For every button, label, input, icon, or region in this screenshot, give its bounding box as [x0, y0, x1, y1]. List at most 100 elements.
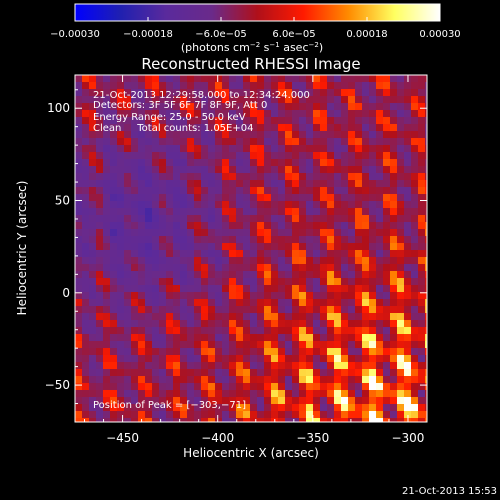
heatmap-pixel	[89, 96, 97, 104]
heatmap-pixel	[124, 138, 132, 146]
heatmap-pixel	[271, 348, 279, 356]
heatmap-pixel	[222, 208, 230, 216]
heatmap-pixel	[208, 257, 216, 265]
heatmap-pixel	[180, 397, 188, 405]
heatmap-pixel	[341, 243, 349, 251]
heatmap-pixel	[145, 166, 153, 174]
heatmap-pixel	[404, 236, 412, 244]
heatmap-pixel	[348, 110, 356, 118]
heatmap-pixel	[187, 390, 195, 398]
heatmap-pixel	[152, 96, 160, 104]
heatmap-pixel	[285, 362, 293, 370]
heatmap-pixel	[418, 138, 426, 146]
heatmap-pixel	[236, 390, 244, 398]
heatmap-pixel	[348, 348, 356, 356]
heatmap-pixel	[173, 250, 181, 258]
heatmap-pixel	[278, 348, 286, 356]
heatmap-pixel	[152, 418, 160, 422]
heatmap-pixel	[75, 152, 83, 160]
heatmap-pixel	[173, 257, 181, 265]
heatmap-pixel	[208, 334, 216, 342]
heatmap-pixel	[306, 131, 314, 139]
heatmap-pixel	[327, 222, 335, 230]
heatmap-pixel	[285, 264, 293, 272]
heatmap-pixel	[362, 138, 370, 146]
heatmap-pixel	[341, 285, 349, 293]
heatmap-pixel	[278, 292, 286, 300]
heatmap-pixel	[397, 292, 405, 300]
heatmap-pixel	[180, 383, 188, 391]
heatmap-pixel	[292, 341, 300, 349]
heatmap-pixel	[103, 89, 111, 97]
heatmap-pixel	[103, 131, 111, 139]
heatmap-pixel	[313, 390, 321, 398]
heatmap-pixel	[250, 362, 258, 370]
heatmap-pixel	[355, 110, 363, 118]
heatmap-pixel	[222, 229, 230, 237]
heatmap-pixel	[397, 180, 405, 188]
heatmap-pixel	[96, 131, 104, 139]
heatmap-pixel	[194, 180, 202, 188]
heatmap-pixel	[194, 327, 202, 335]
heatmap-pixel	[96, 257, 104, 265]
heatmap-pixel	[369, 341, 377, 349]
heatmap-pixel	[243, 348, 251, 356]
heatmap-pixel	[159, 117, 167, 125]
heatmap-pixel	[82, 257, 90, 265]
heatmap-pixel	[285, 390, 293, 398]
heatmap-pixel	[180, 96, 188, 104]
heatmap-pixel	[376, 222, 384, 230]
heatmap-pixel	[236, 138, 244, 146]
heatmap-pixel	[327, 236, 335, 244]
heatmap-pixel	[404, 250, 412, 258]
heatmap-pixel	[152, 75, 160, 83]
heatmap-pixel	[131, 229, 139, 237]
heatmap-pixel	[271, 327, 279, 335]
heatmap-pixel	[96, 320, 104, 328]
heatmap-pixel	[152, 390, 160, 398]
heatmap-pixel	[201, 292, 209, 300]
heatmap-pixel	[257, 131, 265, 139]
heatmap-pixel	[194, 362, 202, 370]
heatmap-pixel	[313, 215, 321, 223]
heatmap-pixel	[117, 355, 125, 363]
heatmap-pixel	[110, 397, 118, 405]
heatmap-pixel	[229, 96, 237, 104]
heatmap-pixel	[222, 243, 230, 251]
heatmap-pixel	[369, 229, 377, 237]
heatmap-pixel	[278, 341, 286, 349]
heatmap-pixel	[271, 376, 279, 384]
heatmap-pixel	[75, 215, 83, 223]
heatmap-pixel	[145, 369, 153, 377]
heatmap-pixel	[292, 194, 300, 202]
heatmap-pixel	[348, 180, 356, 188]
heatmap-pixel	[418, 320, 426, 328]
heatmap-pixel	[341, 404, 349, 412]
heatmap-pixel	[103, 180, 111, 188]
heatmap-pixel	[243, 362, 251, 370]
heatmap-pixel	[89, 215, 97, 223]
heatmap-pixel	[285, 201, 293, 209]
heatmap-pixel	[96, 222, 104, 230]
heatmap-pixel	[103, 285, 111, 293]
heatmap-pixel	[250, 390, 258, 398]
heatmap-pixel	[89, 327, 97, 335]
heatmap-pixel	[215, 117, 223, 125]
heatmap-pixel	[425, 250, 427, 258]
heatmap-pixel	[250, 334, 258, 342]
heatmap-pixel	[285, 306, 293, 314]
heatmap-pixel	[411, 215, 419, 223]
heatmap-pixel	[208, 341, 216, 349]
heatmap-pixel	[404, 411, 412, 419]
heatmap-pixel	[236, 418, 244, 422]
heatmap-pixel	[138, 75, 146, 83]
heatmap-pixel	[404, 243, 412, 251]
heatmap-pixel	[271, 306, 279, 314]
heatmap-pixel	[292, 110, 300, 118]
heatmap-pixel	[131, 348, 139, 356]
heatmap-pixel	[411, 145, 419, 153]
heatmap-pixel	[201, 348, 209, 356]
heatmap-pixel	[376, 117, 384, 125]
heatmap-pixel	[166, 278, 174, 286]
heatmap-pixel	[96, 299, 104, 307]
